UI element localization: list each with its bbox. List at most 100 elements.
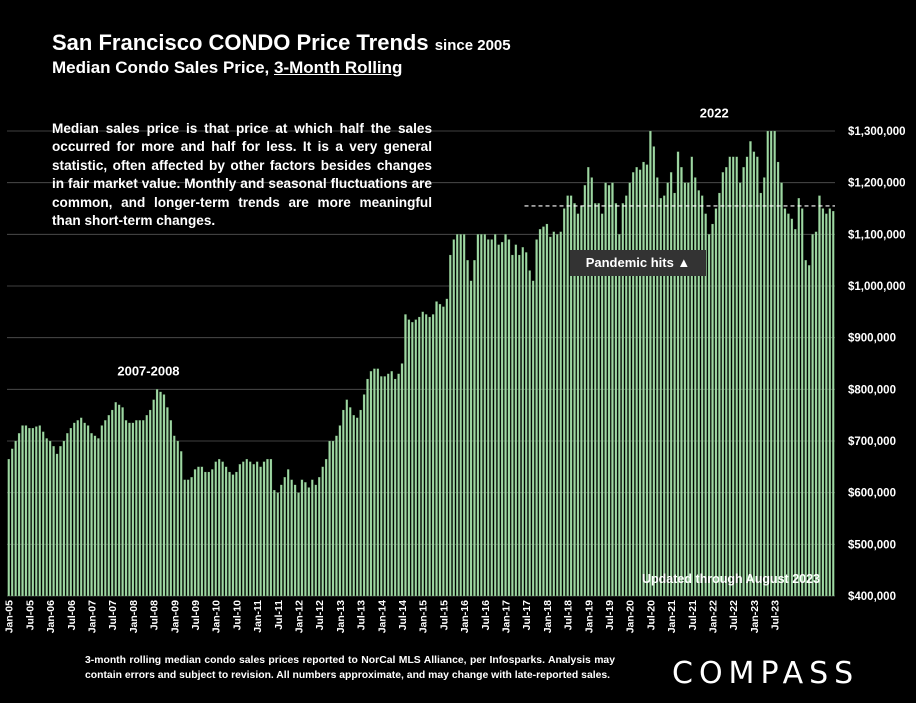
bar [221,461,224,597]
bar [249,461,252,597]
bar [587,167,590,597]
bar [732,156,735,597]
bar [83,422,86,597]
bar [521,247,524,597]
bar [269,458,273,597]
bar [542,226,545,597]
x-tick-label: Jan-20 [625,600,637,633]
bar [224,466,228,597]
bar [328,440,331,597]
bar [566,195,569,597]
bar [776,161,780,597]
bar [145,415,148,597]
bar [763,177,766,597]
x-tick-label: Jul-15 [438,600,450,631]
bar [345,399,348,597]
page-title: San Francisco CONDO Price Trends since 2… [52,30,511,56]
bar [293,484,297,597]
y-tick-label: $500,000 [848,539,896,551]
bar [469,280,473,597]
bar [628,182,631,597]
bar [142,420,145,597]
bar [645,164,649,597]
bar [483,234,486,597]
bar [607,185,611,597]
bar [642,161,645,597]
bar [214,461,217,597]
bar [107,415,110,597]
bar [290,479,293,597]
bar [11,448,14,597]
x-tick-label: Jan-19 [583,600,595,633]
bar [597,203,600,597]
bar [55,453,59,597]
bar [421,311,424,597]
bar [690,156,693,597]
bar [621,203,624,597]
x-tick-label: Jan-17 [501,600,513,633]
x-tick-label: Jul-05 [24,600,36,631]
bar [349,407,352,597]
bar [31,427,35,597]
bar [287,469,290,597]
bar [694,177,697,597]
bar [697,190,700,597]
bar [324,458,328,597]
bar [397,373,400,597]
bar [600,213,604,597]
bar [669,172,673,597]
bar [207,471,210,597]
y-tick-label: $400,000 [848,591,896,603]
annotation-label: 2007-2008 [117,364,179,379]
bar [701,195,704,597]
bar [356,417,359,597]
y-tick-label: $800,000 [848,384,896,396]
bar [197,466,200,597]
bar [549,236,552,597]
bar [466,260,469,597]
x-tick-label: Jan-14 [376,600,388,633]
bar [545,223,549,597]
bar [497,244,500,597]
bar [649,130,652,597]
bar [252,464,255,597]
x-tick-label: Jul-21 [687,600,699,631]
bar [183,479,186,597]
bar [266,458,269,597]
bar [90,433,93,597]
bar [821,208,825,597]
bar [687,182,690,597]
bar [204,471,207,597]
bar [725,167,728,597]
bar [245,458,248,597]
bar [124,420,128,597]
bar [797,198,800,597]
bar [69,427,72,597]
x-tick-label: Jan-18 [542,600,554,633]
bar [721,172,725,597]
updated-label: Updated through August 2023 [642,572,820,586]
title-main: San Francisco CONDO Price Trends [52,30,429,55]
bar [121,407,124,597]
bar [787,213,790,597]
bar [718,192,721,597]
x-tick-label: Jan-13 [335,600,347,633]
bar [235,471,238,597]
bar [794,229,797,597]
x-tick-label: Jan-22 [708,600,720,633]
bar [176,440,179,597]
bar [728,156,731,597]
x-tick-label: Jul-12 [314,600,326,631]
bar [452,239,455,597]
bar [407,319,411,597]
y-tick-label: $1,000,000 [848,281,906,293]
bar [369,371,373,597]
bar [390,371,393,597]
bar [311,479,314,597]
bar [380,376,383,597]
bar [563,208,566,597]
bar [449,254,452,597]
bar [594,203,597,597]
bar [625,195,628,597]
